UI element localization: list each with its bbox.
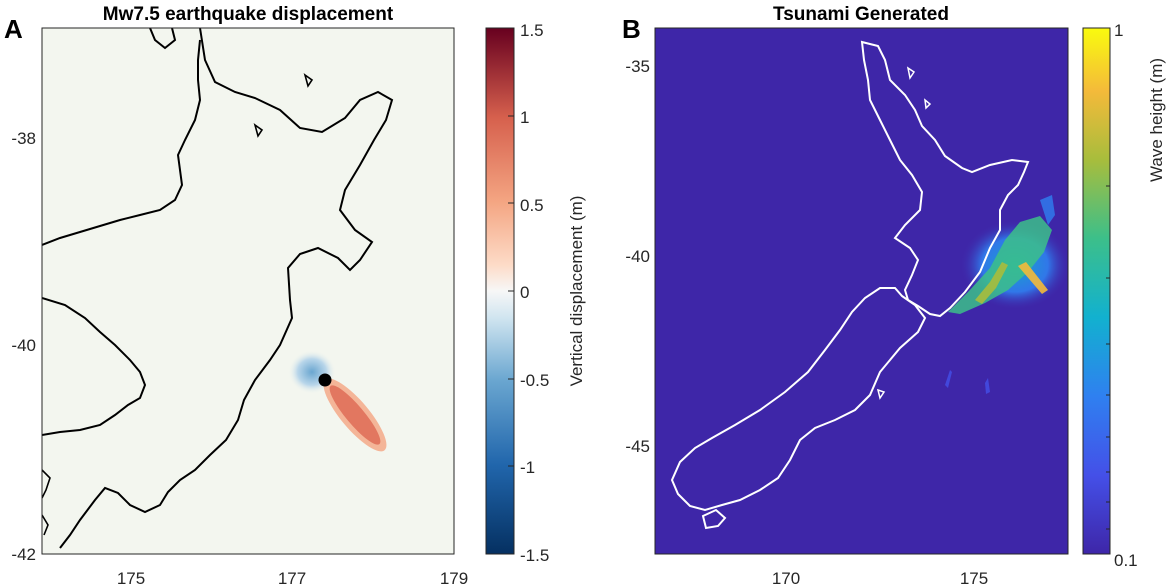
panel-a-small-islands (42, 73, 314, 536)
colorbar-a-tick: -1.5 (520, 546, 549, 565)
panel-a-letter: A (4, 14, 23, 44)
epicenter-marker (318, 373, 332, 387)
tsunami-peak-band (1018, 262, 1048, 294)
panel-a-title: Mw7.5 earthquake displacement (103, 4, 394, 25)
y-tick-label: -42 (11, 545, 36, 564)
panel-b-stewart-island (701, 508, 727, 530)
colorbar-a-tick: -1 (520, 458, 535, 477)
colorbar-a-tick: -0.5 (520, 371, 549, 390)
y-tick-label: -38 (11, 129, 36, 148)
x-tick-label: 177 (278, 569, 306, 587)
panel-b-y-ticks: -35 -40 -45 (625, 57, 650, 456)
panel-a-south-island-coast (42, 297, 147, 436)
colorbar-a-tick: 0 (520, 283, 529, 302)
colorbar-a-tick: 0.5 (520, 196, 544, 215)
panel-b-title: Tsunami Generated (773, 4, 949, 25)
panel-b-axes-box (654, 27, 1069, 555)
x-tick-label: 179 (440, 569, 468, 587)
panel-b: B Tsunami Generated 170 175 -35 -40 -45 (622, 4, 1166, 587)
colorbar-a-label: Vertical displacement (m) (567, 196, 586, 387)
panel-b-letter: B (622, 14, 641, 44)
panel-a-y-ticks: -38 -40 -42 (11, 129, 36, 564)
tsunami-coastal-band (948, 216, 1052, 314)
colorbar-a-tick: 1.5 (520, 21, 544, 40)
panel-b-map (655, 28, 1068, 554)
tsunami-far-field (945, 370, 990, 394)
panel-b-north-island-coast (860, 40, 1030, 318)
x-tick-label: 175 (117, 569, 145, 587)
y-tick-label: -45 (625, 437, 650, 456)
panel-a-x-ticks: 175 177 179 (117, 569, 468, 587)
panel-a-map (42, 28, 454, 554)
tsunami-outer-front (1040, 195, 1055, 225)
y-tick-label: -35 (625, 57, 650, 76)
colorbar-b-label: Wave height (m) (1147, 58, 1166, 182)
panel-a-ruapehu-bay (149, 28, 177, 50)
x-tick-label: 175 (960, 569, 988, 587)
colorbar-a-tick: 1 (520, 108, 529, 127)
panel-a-axes-box (41, 27, 455, 555)
x-tick-label: 170 (772, 569, 800, 587)
colorbar-b-gradient (1082, 27, 1111, 555)
uplift-lobe (323, 378, 387, 452)
panel-b-islands (876, 66, 932, 400)
panel-a-north-island-coast (59, 28, 394, 549)
panel-b-x-ticks: 170 175 (772, 569, 988, 587)
panel-a-sea (42, 28, 454, 554)
panel-a-west-coast (42, 39, 202, 246)
colorbar-b-tick: 1 (1114, 21, 1123, 40)
tsunami-coast-highlight (975, 262, 1008, 304)
y-tick-label: -40 (11, 336, 36, 355)
y-tick-label: -40 (625, 247, 650, 266)
panel-b-south-island-coast (670, 287, 927, 512)
panel-a-colorbar: 1.5 1 0.5 0 -0.5 -1 -1.5 Vertical displa… (485, 21, 586, 565)
panel-a: A Mw7.5 earthquake displacement 175 177 … (4, 4, 586, 587)
colorbar-b-tick: 0.1 (1114, 551, 1138, 570)
panel-b-colorbar: 1 0.1 Wave height (m) (1082, 21, 1166, 570)
